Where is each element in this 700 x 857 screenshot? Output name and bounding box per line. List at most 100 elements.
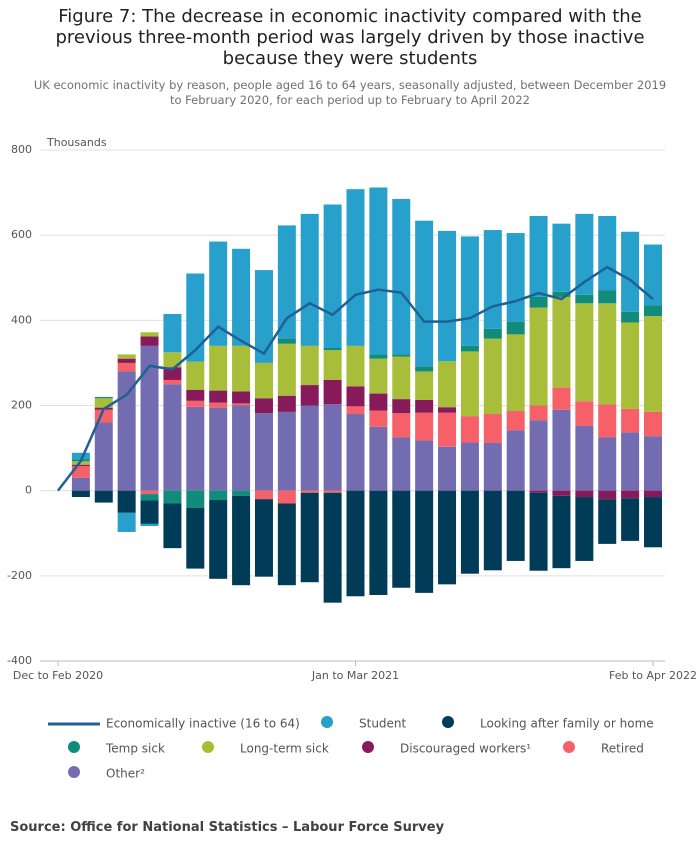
bar-segment xyxy=(254,398,273,414)
bar-segment xyxy=(644,305,662,317)
bar-segment xyxy=(117,358,136,363)
bar-segment xyxy=(483,490,502,571)
bar-segment xyxy=(186,406,205,491)
bar-segment xyxy=(117,354,136,359)
bar-segment xyxy=(277,490,296,504)
bar-segment xyxy=(209,390,228,403)
bar-segment xyxy=(575,497,594,561)
bar-segment xyxy=(369,187,388,355)
bar-segment xyxy=(94,490,113,503)
bar-segment xyxy=(323,379,342,405)
bar-segment xyxy=(369,410,388,427)
bar-segment xyxy=(346,490,365,597)
bar-segment xyxy=(140,332,159,337)
bar-segment xyxy=(529,216,548,297)
bar-segment xyxy=(644,497,662,548)
y-tick-label: 200 xyxy=(11,399,32,412)
bar-segment xyxy=(598,437,617,491)
bar-segment xyxy=(209,241,228,346)
bar-segment xyxy=(346,345,365,387)
line-series xyxy=(57,265,654,492)
bar-segment xyxy=(186,273,205,362)
bar-segment xyxy=(552,223,571,292)
bar-segment xyxy=(438,412,457,447)
bar-segment xyxy=(163,503,182,549)
bar-segment xyxy=(117,490,136,513)
bar-segment xyxy=(300,345,319,386)
bar-segment xyxy=(254,413,273,491)
bar-segment xyxy=(369,393,388,411)
bar-segment xyxy=(140,336,159,346)
bar-segment xyxy=(415,220,434,367)
bar-segment xyxy=(186,389,205,401)
bar-segment xyxy=(415,371,434,400)
bar-segment xyxy=(140,345,159,491)
bar-segment xyxy=(71,452,90,460)
bar-segment xyxy=(140,500,159,524)
bar-segment xyxy=(277,343,296,396)
bar-segment xyxy=(163,367,182,380)
bar-segment xyxy=(163,352,182,368)
bar-segment xyxy=(483,338,502,415)
y-tick-label: 800 xyxy=(11,143,32,156)
bar-segment xyxy=(460,345,479,352)
bar-segment xyxy=(369,426,388,491)
bar-segment xyxy=(232,345,251,392)
bar-segment xyxy=(232,405,251,491)
bar-segment xyxy=(621,432,640,491)
bar-segment xyxy=(300,213,319,346)
bar-segment xyxy=(300,405,319,491)
bar-segment xyxy=(621,490,640,499)
bar-segment xyxy=(186,490,205,508)
bar-segment xyxy=(232,248,251,346)
source: Source: Office for National Statistics –… xyxy=(10,820,445,835)
bar-segment xyxy=(415,490,434,593)
bar-segment xyxy=(575,294,594,304)
bar-segment xyxy=(529,490,548,493)
bar-segment xyxy=(415,412,434,441)
legend-label: Looking after family or home xyxy=(480,717,654,731)
bar-segment xyxy=(529,492,548,571)
bar-segment xyxy=(483,414,502,443)
bar-segment xyxy=(323,204,342,349)
bar-segment xyxy=(621,408,640,433)
bar-segment xyxy=(232,403,251,406)
bar-segment xyxy=(209,407,228,491)
bar-segment xyxy=(552,387,571,410)
bar-segment xyxy=(621,498,640,541)
legend-swatch xyxy=(202,741,214,753)
chart-title: Figure 7: The decrease in economic inact… xyxy=(55,6,645,69)
x-tick-label: Feb to Apr 2022 xyxy=(609,669,697,682)
bar-segment xyxy=(415,440,434,491)
bar-segment xyxy=(644,436,662,491)
bar-segment xyxy=(575,401,594,426)
legend-label: Other² xyxy=(106,767,145,781)
bar-segment xyxy=(186,400,205,407)
bar-segment xyxy=(254,362,273,399)
bar-segment xyxy=(483,328,502,339)
chart-subtitle: UK economic inactivity by reason, people… xyxy=(33,78,667,107)
legend-swatch xyxy=(563,741,575,753)
bar-segment xyxy=(438,446,457,491)
bar-segment xyxy=(598,404,617,438)
bar-segment xyxy=(575,303,594,402)
legend-label: Retired xyxy=(601,742,644,756)
bar-segment xyxy=(163,379,182,385)
x-tick-label: Dec to Feb 2020 xyxy=(13,669,103,682)
bar-segment xyxy=(506,321,525,335)
bar-segment xyxy=(163,490,182,504)
bar-segment xyxy=(392,354,411,357)
bar-segment xyxy=(300,490,319,493)
bar-segment xyxy=(300,492,319,583)
bar-segment xyxy=(460,351,479,417)
chart: Thousands -400 -200 0 200 400 600 800 Dec to Fe… xyxy=(7,136,697,781)
bar-segment xyxy=(552,296,571,388)
legend-label: Long-term sick xyxy=(240,742,329,756)
bar-segment xyxy=(277,338,296,344)
bar-segment xyxy=(460,442,479,491)
legend-swatch xyxy=(68,766,80,778)
bar-segment xyxy=(277,225,296,339)
bar-segment xyxy=(323,492,342,603)
bar-segment xyxy=(254,490,273,500)
y-tick-label: -200 xyxy=(7,569,32,582)
